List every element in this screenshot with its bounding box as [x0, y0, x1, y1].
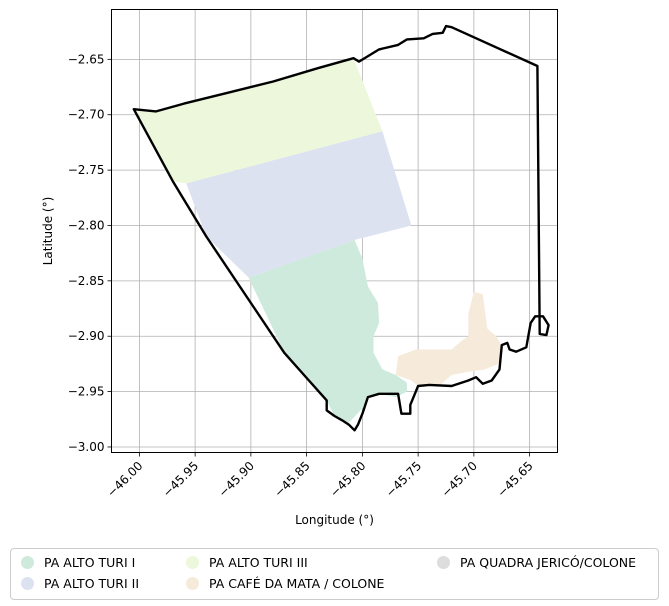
plot-frame	[111, 9, 558, 453]
legend-label: PA ALTO TURI I	[44, 555, 136, 570]
x-tick-label: −45.70	[439, 459, 480, 500]
legend-label: PA ALTO TURI III	[209, 555, 308, 570]
x-tick-label: −45.90	[216, 459, 257, 500]
legend-item-alto-turi-ii: PA ALTO TURI II	[21, 576, 139, 591]
y-tick-label: −2.75	[68, 163, 105, 177]
x-tick-label: −45.95	[160, 459, 201, 500]
legend-marker	[437, 556, 450, 569]
x-tick-label: −45.65	[494, 459, 535, 500]
settlement-areas	[136, 58, 503, 423]
y-tick-label: −2.70	[68, 108, 105, 122]
y-tick-label: −2.65	[68, 52, 105, 66]
area-pa-cafe-da-mata-colone	[395, 291, 503, 386]
municipality-boundary	[132, 24, 550, 432]
legend-item-quadra-jerico: PA QUADRA JERICÓ/COLONE	[437, 555, 636, 570]
x-tick-label: −45.85	[271, 459, 312, 500]
legend-item-alto-turi-i: PA ALTO TURI I	[21, 555, 135, 570]
legend-marker	[21, 556, 34, 569]
y-axis-label: Latitude (°)	[41, 197, 55, 266]
x-tick-label: −45.75	[383, 459, 424, 500]
legend-item-cafe-da-mata: PA CAFÉ DA MATA / COLONE	[186, 576, 384, 591]
area-pa-alto-turi-ii	[186, 131, 412, 278]
area-pa-alto-turi-iii	[136, 58, 383, 184]
legend: PA ALTO TURI I PA ALTO TURI III PA QUADR…	[10, 548, 659, 600]
legend-marker	[186, 577, 199, 590]
x-tick-label: −45.80	[327, 459, 368, 500]
y-tick-label: −2.85	[68, 274, 105, 288]
x-tick-label: −46.00	[104, 459, 145, 500]
y-tick-label: −2.95	[68, 385, 105, 399]
legend-label: PA CAFÉ DA MATA / COLONE	[209, 576, 385, 591]
legend-marker	[186, 556, 199, 569]
legend-item-alto-turi-iii: PA ALTO TURI III	[186, 555, 308, 570]
area-pa-alto-turi-i	[248, 239, 407, 423]
legend-marker	[21, 577, 34, 590]
x-axis-ticks: −46.00 −45.95 −45.90 −45.85 −45.80 −45.75 −45.…	[104, 452, 536, 500]
y-axis-ticks: −2.65 −2.70 −2.75 −2.80 −2.85 −2.90 −2.95 −3.00	[68, 52, 112, 454]
x-axis-label: Longitude (°)	[295, 513, 374, 527]
y-tick-label: −2.80	[68, 218, 105, 232]
y-tick-label: −2.90	[68, 329, 105, 343]
legend-label: PA QUADRA JERICÓ/COLONE	[460, 555, 637, 570]
y-tick-label: −3.00	[68, 440, 105, 454]
legend-label: PA ALTO TURI II	[44, 576, 140, 591]
